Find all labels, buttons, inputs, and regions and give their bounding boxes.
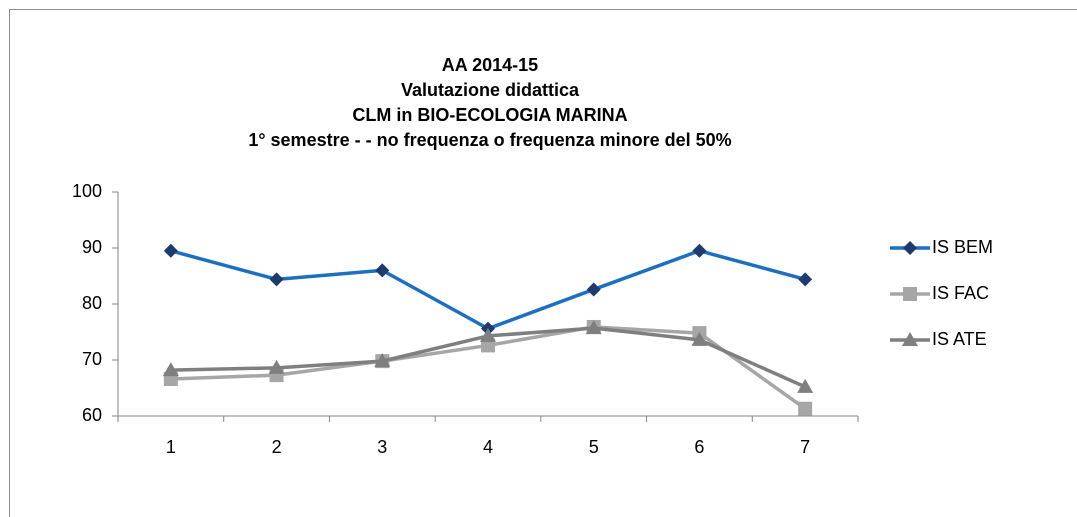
data-point bbox=[163, 243, 178, 258]
legend-label: IS BEM bbox=[932, 237, 993, 257]
data-point bbox=[375, 263, 390, 278]
y-tick-label: 100 bbox=[72, 181, 102, 201]
legend-label: IS ATE bbox=[932, 329, 987, 349]
data-point bbox=[691, 331, 708, 346]
legend-marker bbox=[903, 287, 917, 301]
y-tick-label: 60 bbox=[82, 405, 102, 425]
x-tick-label: 7 bbox=[800, 437, 810, 457]
data-point bbox=[481, 338, 495, 353]
y-tick-label: 80 bbox=[82, 293, 102, 313]
data-point bbox=[586, 282, 601, 297]
legend-marker bbox=[902, 332, 918, 346]
chart-frame bbox=[9, 9, 1077, 517]
x-tick-label: 3 bbox=[377, 437, 387, 457]
x-tick-label: 4 bbox=[483, 437, 493, 457]
data-point bbox=[374, 353, 391, 368]
y-tick-label: 90 bbox=[82, 237, 102, 257]
data-point bbox=[162, 362, 179, 377]
data-point bbox=[585, 320, 602, 335]
data-point bbox=[268, 359, 285, 374]
y-tick-label: 70 bbox=[82, 349, 102, 369]
chart-title: AA 2014-15 bbox=[442, 55, 538, 75]
chart-title: CLM in BIO-ECOLOGIA MARINA bbox=[352, 105, 627, 125]
data-point bbox=[480, 327, 496, 342]
legend-label: IS FAC bbox=[932, 283, 989, 303]
x-tick-label: 1 bbox=[166, 437, 176, 457]
legend-marker bbox=[903, 241, 917, 255]
chart-title: Valutazione didattica bbox=[401, 80, 580, 100]
data-point bbox=[798, 272, 813, 287]
data-point bbox=[692, 243, 707, 258]
data-point bbox=[798, 401, 813, 416]
x-tick-label: 6 bbox=[694, 437, 704, 457]
chart-title: 1° semestre - - no frequenza o frequenza… bbox=[248, 130, 731, 150]
data-point bbox=[269, 272, 284, 287]
x-tick-label: 5 bbox=[589, 437, 599, 457]
x-tick-label: 2 bbox=[272, 437, 282, 457]
data-point bbox=[797, 378, 814, 393]
